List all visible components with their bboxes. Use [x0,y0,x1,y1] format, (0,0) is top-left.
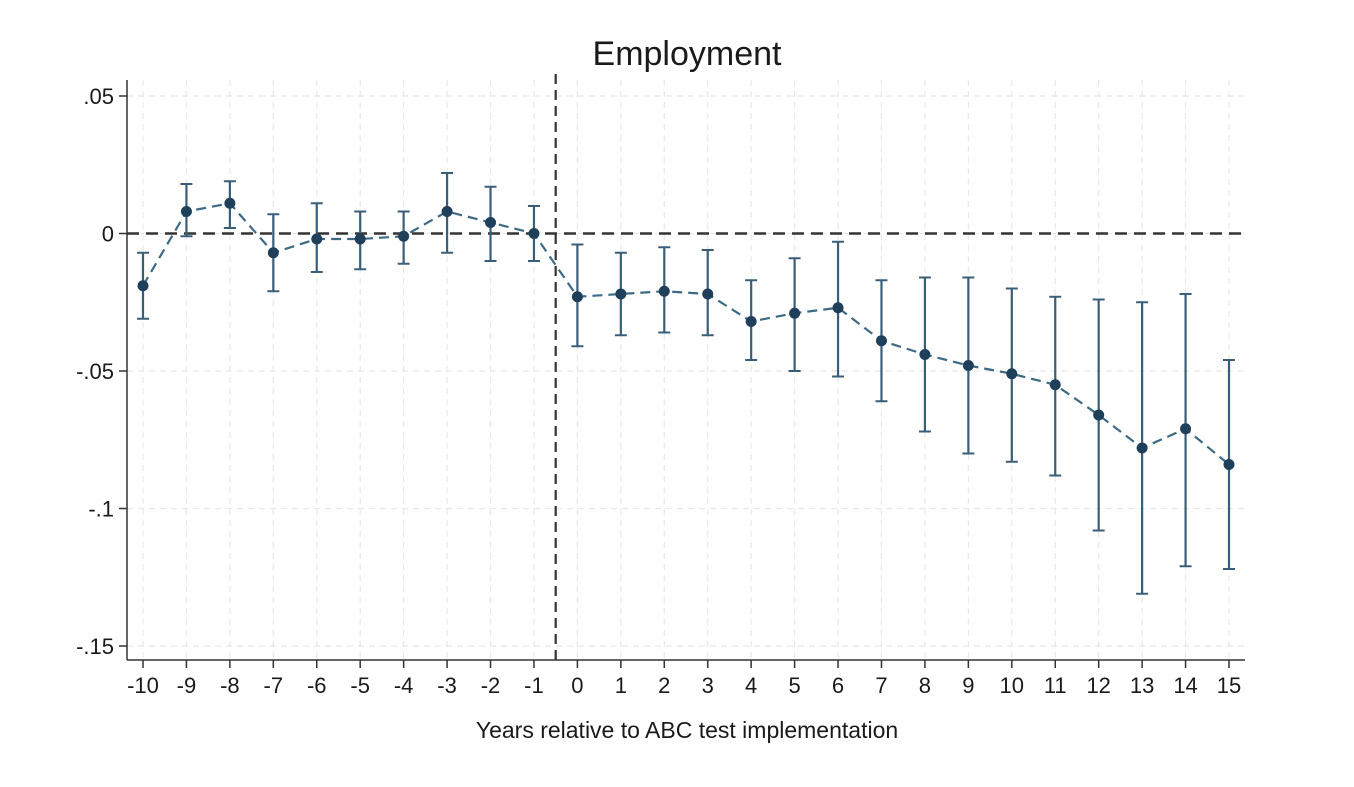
x-tick-label: -1 [524,673,544,698]
x-tick-label: 12 [1086,673,1110,698]
chart-title: Employment [593,35,783,73]
y-tick-label: -.15 [76,634,114,659]
x-tick-label: 1 [615,673,627,698]
x-tick-label: -5 [350,673,370,698]
data-point [398,230,410,242]
x-tick-label: -7 [264,673,284,698]
data-point [875,335,887,347]
y-tick-label: -.05 [76,359,114,384]
data-point [1093,409,1105,421]
data-point [832,302,844,314]
x-tick-label: 15 [1217,673,1241,698]
reference-lines [127,74,1245,660]
error-bars [137,172,1235,595]
data-point [267,247,279,259]
data-point [658,285,670,297]
x-tick-label: 2 [658,673,670,698]
y-tick-label: .05 [83,84,114,109]
gridlines [127,80,1245,660]
data-point [571,291,583,303]
x-axis-label: Years relative to ABC test implementatio… [476,717,898,743]
data-point [528,228,540,239]
x-tick-label: -3 [437,673,457,698]
data-point [702,288,714,300]
x-tick-label: -9 [177,673,197,698]
x-tick-label: 14 [1173,673,1197,698]
y-tick-label: 0 [102,222,114,247]
series-line [142,202,1230,466]
data-point [919,349,931,360]
x-tick-label: -10 [127,673,159,698]
x-tick-label: 0 [571,673,583,698]
x-tick-label: -4 [394,673,414,698]
x-tick-label: 4 [745,673,757,698]
data-point [789,307,801,319]
x-tick-label: -8 [220,673,240,698]
x-tick-label: 10 [1000,673,1024,698]
data-point [1180,423,1192,435]
x-tick-label: 13 [1130,673,1154,698]
data-point [137,280,149,292]
data-point [1006,368,1018,380]
data-point [224,197,236,209]
x-tick-label: -2 [481,673,501,698]
axes: .050-.05-.1-.15-10 -9 -8 -7 -6 -5 -4 -3 -2 -1 0 1 2 3… [76,80,1245,698]
x-tick-label: 6 [832,673,844,698]
data-point [441,206,453,217]
data-point [311,233,323,245]
y-tick-label: -.1 [88,497,114,522]
data-point [1049,379,1061,391]
data-points [137,197,1235,470]
data-point [1136,442,1148,454]
x-tick-label: 9 [962,673,974,698]
data-point [180,206,192,217]
x-tick-label: 3 [702,673,714,698]
data-point [745,316,757,327]
data-point [1223,459,1235,470]
x-tick-label: 5 [788,673,800,698]
x-tick-label: -6 [307,673,327,698]
series-line [142,202,1230,466]
data-point [615,288,627,300]
data-point [485,217,497,228]
data-point [962,360,974,371]
x-tick-label: 8 [919,673,931,698]
x-tick-label: 11 [1044,673,1067,698]
data-point [354,233,366,245]
x-tick-label: 7 [875,673,887,698]
